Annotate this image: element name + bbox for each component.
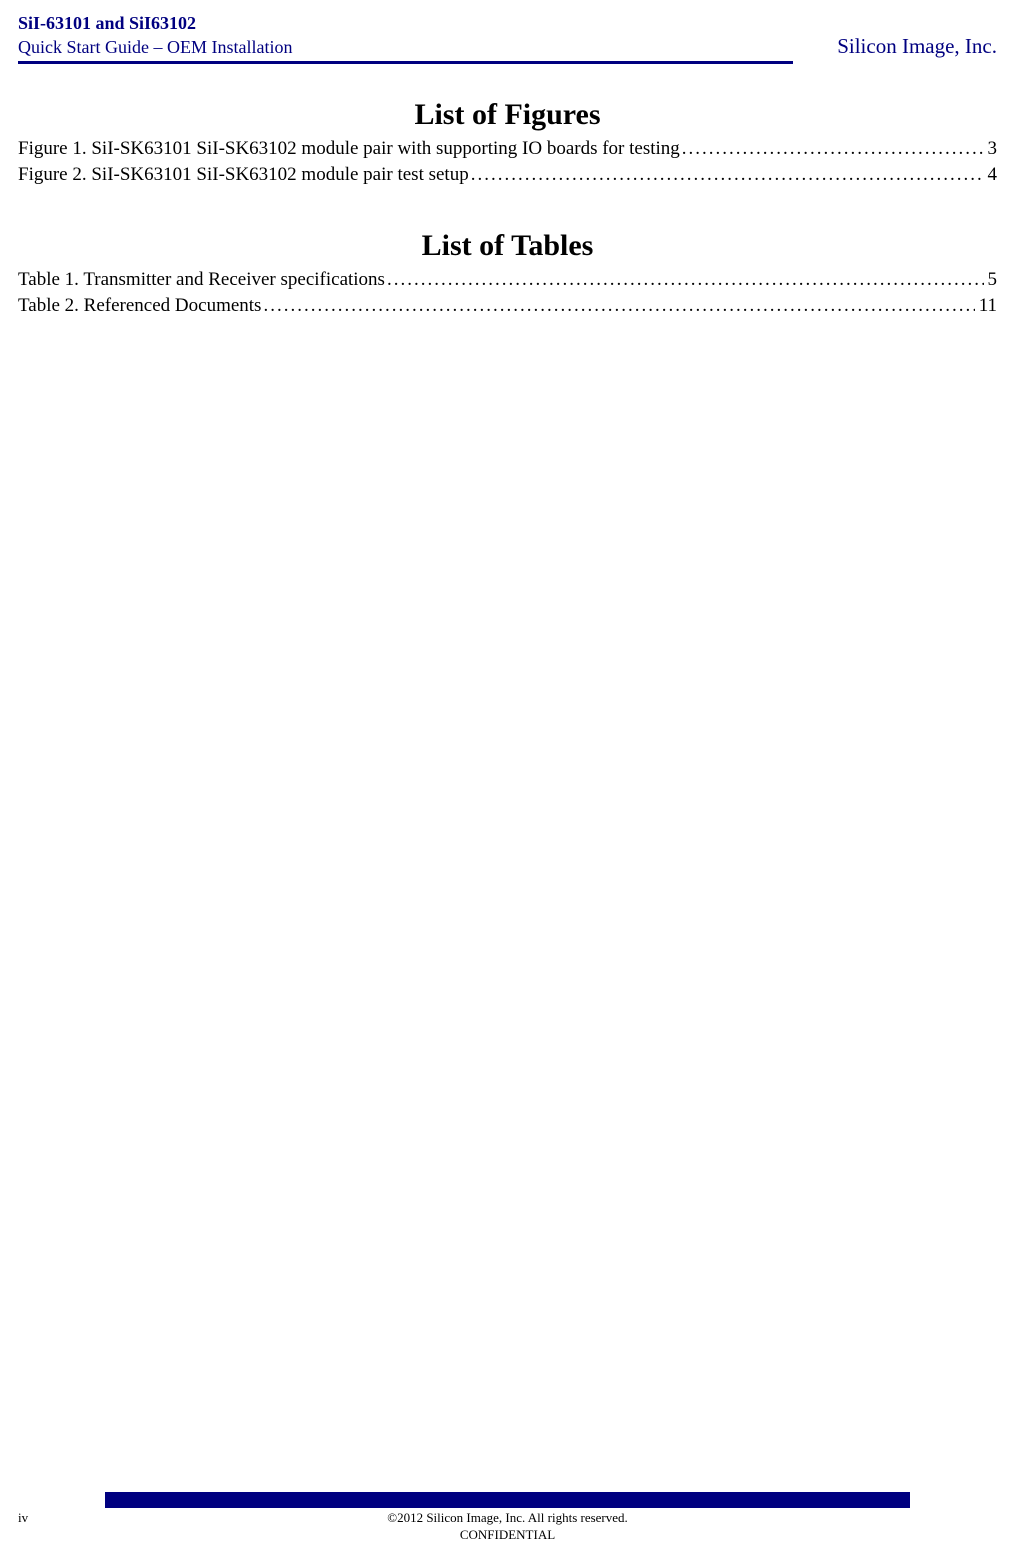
figure-entry-page: 3 [986,136,998,162]
figure-entry: Figure 2. SiI-SK63101 SiI-SK63102 module… [18,162,997,188]
header-rule-brand-space [807,61,997,64]
header-product: SiI-63101 and SiI63102 [18,12,292,35]
header-left: SiI-63101 and SiI63102 Quick Start Guide… [18,12,292,59]
footer-page-number: iv [18,1510,78,1526]
footer-text: iv ©2012 Silicon Image, Inc. All rights … [0,1508,1015,1552]
section-spacer [18,187,997,229]
header-rule [18,61,997,64]
page-content: List of Figures Figure 1. SiI-SK63101 Si… [18,64,997,319]
brand-name: Silicon Image, Inc. [837,34,997,59]
page-header: SiI-63101 and SiI63102 Quick Start Guide… [18,0,997,64]
figure-entry-page: 4 [986,162,998,188]
footer-bar-left-gap [0,1492,105,1508]
footer-copyright: ©2012 Silicon Image, Inc. All rights res… [78,1510,937,1527]
leader-dots [387,267,984,293]
table-entry-label: Table 1. Transmitter and Receiver specif… [18,267,385,293]
figure-entry-label: Figure 1. SiI-SK63101 SiI-SK63102 module… [18,136,680,162]
header-row: SiI-63101 and SiI63102 Quick Start Guide… [18,0,997,59]
page: SiI-63101 and SiI63102 Quick Start Guide… [0,0,1015,1552]
table-entry-label: Table 2. Referenced Documents [18,293,261,319]
table-entry: Table 1. Transmitter and Receiver specif… [18,267,997,293]
footer-bar-mid [105,1492,910,1508]
table-entry-page: 5 [986,267,998,293]
header-subtitle: Quick Start Guide – OEM Installation [18,36,292,59]
footer-bar [0,1492,1015,1508]
figure-entry-label: Figure 2. SiI-SK63101 SiI-SK63102 module… [18,162,469,188]
leader-dots [682,136,984,162]
leader-dots [471,162,984,188]
footer-confidential: CONFIDENTIAL [78,1527,937,1544]
header-right-wrap: Silicon Image, Inc. [837,6,997,59]
footer-bar-right-gap [910,1492,1015,1508]
figure-entry: Figure 1. SiI-SK63101 SiI-SK63102 module… [18,136,997,162]
header-rule-bar [18,61,793,64]
table-entry: Table 2. Referenced Documents 11 [18,293,997,319]
list-of-figures-title: List of Figures [18,98,997,132]
list-of-tables-title: List of Tables [18,229,997,263]
leader-dots [263,293,974,319]
page-footer: iv ©2012 Silicon Image, Inc. All rights … [0,1492,1015,1552]
footer-center: ©2012 Silicon Image, Inc. All rights res… [78,1510,937,1544]
table-entry-page: 11 [977,293,997,319]
